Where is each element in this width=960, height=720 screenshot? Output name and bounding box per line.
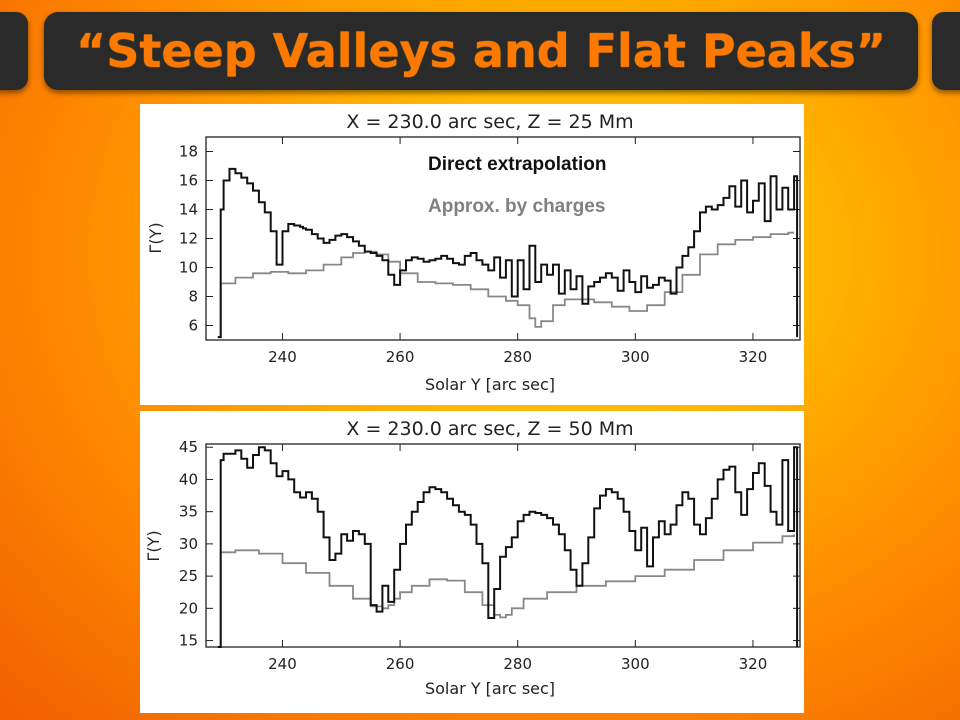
x-tick-label: 300 [621, 655, 650, 673]
chart-title: X = 230.0 arc sec, Z = 50 Mm [346, 418, 633, 440]
x-tick-label: 240 [268, 655, 297, 673]
x-tick-label: 260 [386, 348, 415, 366]
y-tick-label: 14 [179, 201, 198, 219]
x-tick-label: 280 [503, 655, 532, 673]
y-tick-label: 12 [179, 230, 198, 248]
x-tick-label: 320 [739, 655, 768, 673]
chart-panel-z50: X = 230.0 arc sec, Z = 50 Mm Solar Y [ar… [140, 411, 804, 713]
chart-z50: X = 230.0 arc sec, Z = 50 Mm Solar Y [ar… [144, 418, 801, 698]
y-tick-label: 10 [179, 259, 198, 277]
right-side-tab [932, 12, 960, 90]
y-tick-label: 45 [179, 438, 198, 456]
title-bar: “Steep Valleys and Flat Peaks” [44, 12, 918, 90]
slide-title: “Steep Valleys and Flat Peaks” [75, 24, 887, 78]
y-axis-label: Γ(Y) [144, 530, 163, 561]
y-tick-label: 25 [179, 567, 198, 585]
series-line-direct-extrapolation [217, 446, 799, 648]
y-tick-label: 15 [179, 632, 198, 650]
y-tick-label: 16 [179, 172, 198, 190]
chart-title: X = 230.0 arc sec, Z = 25 Mm [346, 111, 633, 133]
y-tick-label: 20 [179, 599, 198, 617]
y-tick-label: 8 [188, 288, 198, 306]
series-line-direct-extrapolation [217, 167, 799, 339]
y-tick-label: 30 [179, 535, 198, 553]
y-axis-label: Γ(Y) [146, 222, 165, 253]
x-tick-label: 280 [503, 348, 532, 366]
x-tick-label: 260 [386, 655, 415, 673]
y-tick-label: 40 [179, 470, 198, 488]
y-tick-label: 18 [179, 143, 198, 161]
x-axis-label: Solar Y [arc sec] [425, 679, 555, 698]
chart-z25: X = 230.0 arc sec, Z = 25 Mm Solar Y [ar… [146, 111, 801, 394]
y-tick-label: 6 [188, 317, 198, 335]
y-tick-label: 35 [179, 503, 198, 521]
chart-panel-z25: X = 230.0 arc sec, Z = 25 Mm Solar Y [ar… [140, 104, 804, 405]
legend-direct-extrapolation: Direct extrapolation [428, 154, 606, 175]
legend-approx-by-charges: Approx. by charges [428, 196, 605, 217]
x-axis-label: Solar Y [arc sec] [425, 375, 555, 394]
left-side-tab [0, 12, 28, 90]
plot-frame [205, 443, 801, 648]
x-tick-label: 240 [268, 348, 297, 366]
x-tick-label: 300 [621, 348, 650, 366]
series-line-approx-by-charges [217, 534, 795, 648]
x-tick-label: 320 [739, 348, 768, 366]
series-line-approx-by-charges [217, 231, 795, 338]
